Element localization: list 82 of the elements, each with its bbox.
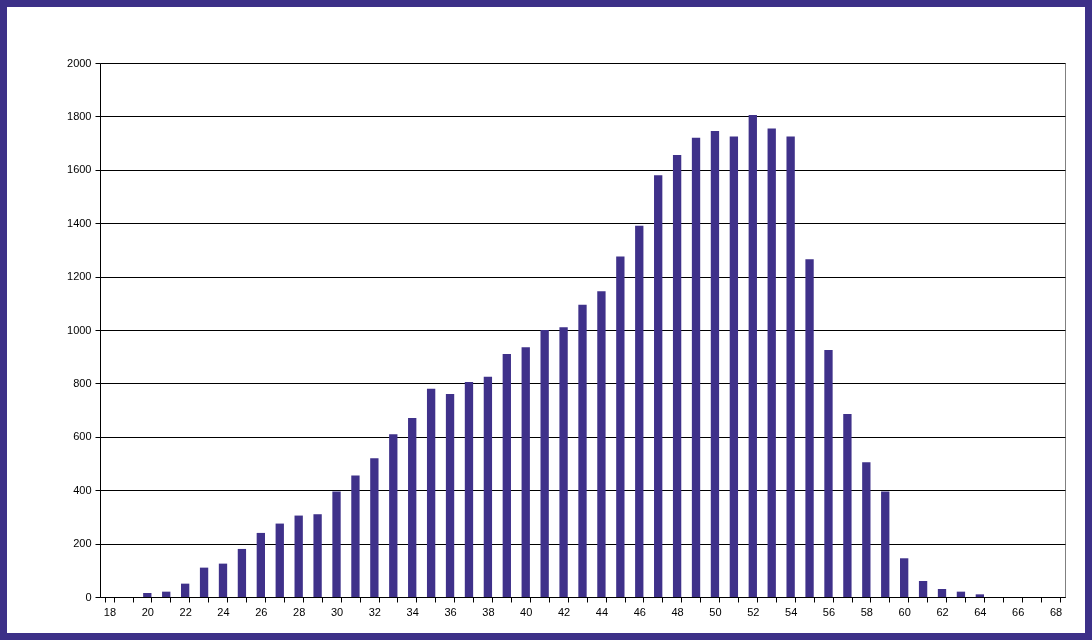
- x-tick-label: 56: [822, 605, 836, 618]
- bar: [881, 491, 890, 597]
- bar: [956, 591, 966, 597]
- bar: [143, 593, 152, 597]
- bar: [237, 548, 247, 597]
- x-tick-label: 18: [103, 605, 117, 618]
- bar: [597, 291, 606, 597]
- bar: [370, 458, 379, 597]
- bar: [464, 382, 474, 597]
- bar: [559, 327, 568, 597]
- bar: [710, 131, 720, 597]
- bar: [937, 588, 947, 597]
- bar: [805, 259, 814, 597]
- bar: [786, 136, 795, 597]
- x-tick-label: 68: [1049, 605, 1063, 618]
- bar: [691, 137, 701, 597]
- x-tick-label: 46: [633, 605, 646, 618]
- bar: [313, 514, 322, 597]
- x-tick-label: 62: [936, 605, 949, 618]
- bar: [256, 532, 265, 597]
- bar: [767, 128, 776, 597]
- bar: [824, 350, 833, 597]
- x-tick-label: 44: [595, 605, 609, 618]
- y-tick-label: 1800: [67, 109, 92, 122]
- x-tick-label: 58: [860, 605, 873, 618]
- x-tick-label: 20: [141, 605, 154, 618]
- bar: [426, 388, 436, 597]
- bar: [578, 304, 587, 597]
- y-tick-label: 1000: [67, 323, 92, 336]
- bar: [351, 475, 360, 597]
- y-tick-label: 2000: [67, 56, 92, 69]
- x-tick-label: 38: [482, 605, 495, 618]
- y-tick-label: 400: [73, 483, 92, 496]
- x-tick-label: 22: [179, 605, 192, 618]
- x-tick-label: 34: [406, 605, 419, 618]
- y-tick-label: 800: [73, 376, 92, 389]
- bar: [180, 583, 190, 597]
- x-tick-label: 32: [368, 605, 381, 618]
- x-tick-label: 66: [1012, 605, 1025, 618]
- bar: [162, 591, 171, 597]
- x-tick-label: 42: [557, 605, 571, 618]
- bar: [389, 434, 398, 597]
- x-tick-label: 30: [330, 605, 344, 618]
- bar: [729, 136, 739, 597]
- x-tick-label: 26: [255, 605, 268, 618]
- x-tick-label: 48: [671, 605, 684, 618]
- y-tick-label: 1600: [67, 163, 92, 176]
- x-tick-label: 36: [444, 605, 457, 618]
- x-tick-label: 52: [747, 605, 760, 618]
- bar: [218, 563, 228, 597]
- bar: [332, 491, 341, 597]
- x-tick-label: 28: [293, 605, 306, 618]
- x-tick-label: 50: [709, 605, 722, 618]
- bar: [654, 175, 663, 597]
- bar: [900, 558, 909, 597]
- bar: [445, 394, 455, 597]
- x-tick-label: 60: [898, 605, 911, 618]
- bar: [540, 330, 549, 597]
- x-tick-label: 40: [520, 605, 533, 618]
- x-tick-label: 24: [217, 605, 230, 618]
- bar: [862, 462, 871, 597]
- bar: [635, 225, 644, 597]
- y-tick-label: 1200: [67, 270, 92, 283]
- y-tick-label: 200: [73, 537, 92, 550]
- bar: [918, 580, 928, 597]
- bar: [502, 354, 511, 597]
- bar: [616, 256, 625, 597]
- bar: [294, 515, 303, 597]
- bar: [483, 376, 493, 597]
- x-tick-label: 64: [974, 605, 987, 618]
- bar: [275, 523, 284, 597]
- bar: [199, 567, 209, 597]
- bar: [521, 347, 530, 597]
- bar: [975, 594, 985, 597]
- y-tick-label: 600: [73, 430, 92, 443]
- y-tick-label: 0: [85, 590, 92, 603]
- bar: [672, 155, 682, 597]
- bar: [748, 115, 757, 597]
- x-tick-label: 54: [785, 605, 798, 618]
- bar: [843, 414, 852, 597]
- bar: [408, 418, 417, 597]
- y-tick-label: 1400: [67, 216, 92, 229]
